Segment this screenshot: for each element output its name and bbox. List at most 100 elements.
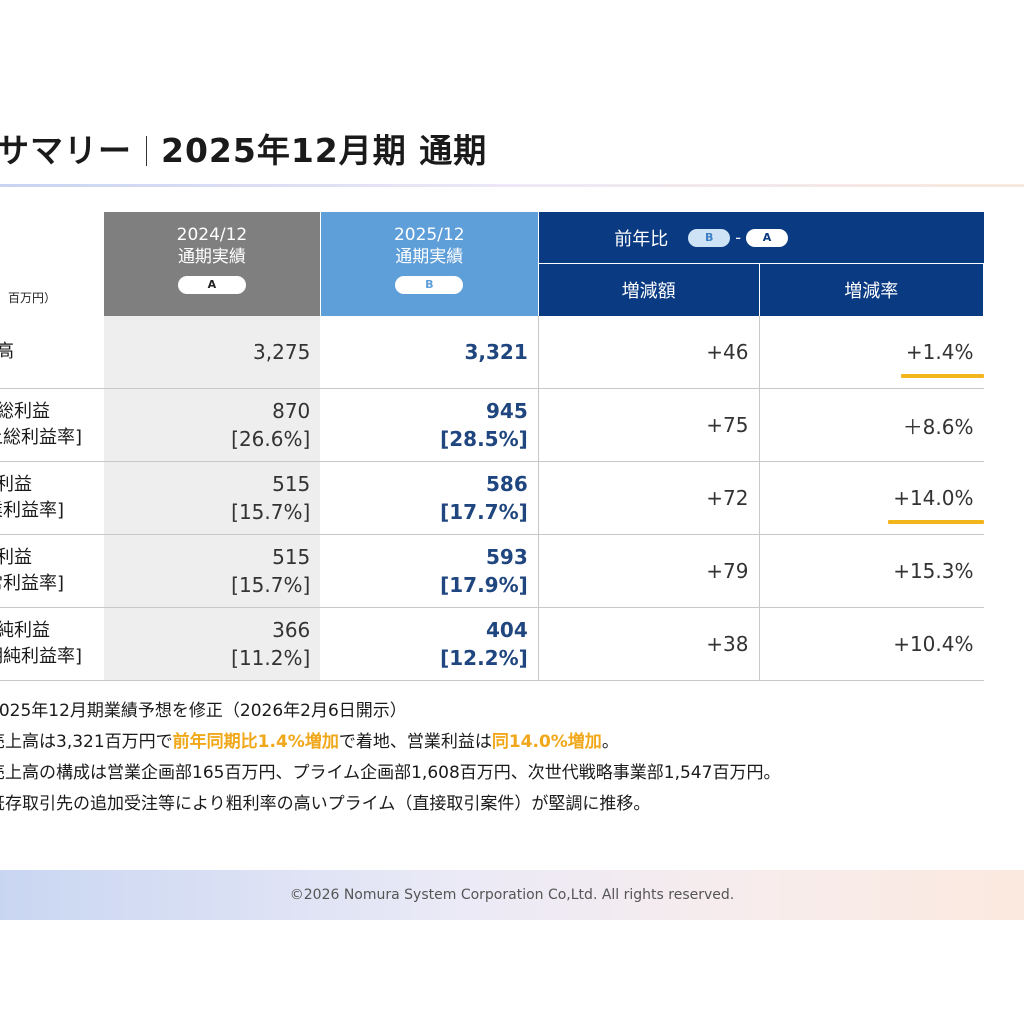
footer: ©2026 Nomura System Corporation Co,Ltd. … xyxy=(0,870,1024,920)
title-underline xyxy=(0,184,1024,187)
page-title-period: 2025年12月期 通期 xyxy=(161,131,488,170)
column-a-tag: A xyxy=(177,276,246,294)
value-a: 870 [26.6%] xyxy=(104,388,321,462)
value-b: 593 [17.9%] xyxy=(320,534,539,608)
value-rate-text: +15.3% xyxy=(893,559,974,583)
row-label-main: 当期純利益 xyxy=(0,620,50,641)
page-title-main: サマリー xyxy=(0,131,132,170)
note-highlight: 同14.0%増加 xyxy=(491,732,602,752)
value-a: 3,275 xyxy=(104,316,321,389)
row-label-main: 営業利益 xyxy=(0,474,32,495)
value-b-sub: [17.9%] xyxy=(440,573,528,597)
value-a-sub: [26.6%] xyxy=(231,427,311,451)
row-label: 売上高 xyxy=(0,316,105,389)
value-a-main: 515 xyxy=(272,472,311,496)
row-label-main: 経常利益 xyxy=(0,547,32,568)
value-rate: +14.0% xyxy=(759,461,984,535)
table-row: 当期純利益[当期純利益率] 366[11.2%] 404[12.2%] +38 … xyxy=(0,607,984,681)
row-label-sub: [営業利益率] xyxy=(0,500,65,521)
unit-label: （単位：百万円） xyxy=(0,291,57,305)
highlight-underline xyxy=(888,520,984,524)
value-b-main: 593 xyxy=(486,545,528,569)
row-label: 売上総利益 [売上総利益率] xyxy=(0,388,105,462)
value-b-sub: [12.2%] xyxy=(440,646,528,670)
value-diff: +75 xyxy=(538,388,760,462)
row-label-main: 売上高 xyxy=(0,341,14,362)
value-a-sub: [15.7%] xyxy=(231,573,311,597)
value-a: 515 [15.7%] xyxy=(104,461,321,535)
copyright-text: ©2026 Nomura System Corporation Co,Ltd. … xyxy=(289,887,735,903)
note-text: で着地、営業利益は xyxy=(338,732,492,752)
table-row: 経常利益 [経常利益率] 515 [15.7%] 593 [17.9%] +79 +1… xyxy=(0,534,984,608)
value-rate-text: +14.0% xyxy=(893,486,974,510)
yoy-tag-b: B xyxy=(688,228,731,247)
row-label-sub: [売上総利益率] xyxy=(0,427,83,448)
note-text: 売上高は3,321百万円で xyxy=(0,732,173,752)
value-b-sub: [28.5%] xyxy=(440,427,528,451)
value-diff: +72 xyxy=(538,461,760,535)
table-row: 売上高 3,275 3,321 +46 +1.4% xyxy=(0,316,984,389)
value-rate: +10.4% xyxy=(759,607,984,681)
yoy-dash: - xyxy=(735,228,742,247)
highlight-underline xyxy=(900,374,984,378)
column-header-b: 2025/12 通期実績 B xyxy=(320,212,539,316)
column-header-a: 2024/12 通期実績 A xyxy=(104,212,321,316)
value-b-main: 945 xyxy=(486,399,528,423)
value-a-main: 870 xyxy=(272,399,311,423)
row-label-sub: [経常利益率] xyxy=(0,573,65,594)
value-a-sub: [15.7%] xyxy=(231,500,311,524)
value-rate: +15.3% xyxy=(759,534,984,608)
value-b: 404 [12.2%] xyxy=(320,607,539,681)
value-b: 586 [17.7%] xyxy=(320,461,539,535)
value-b-main: 586 xyxy=(486,472,528,496)
row-label: 経常利益 [経常利益率] xyxy=(0,534,105,608)
column-a-period: 2024/12 xyxy=(176,225,248,245)
value-diff: +79 xyxy=(538,534,760,608)
yoy-tag-a: A xyxy=(746,228,789,247)
note-line: 2025年12月期業績予想を修正（2026年2月6日開示） xyxy=(0,701,407,721)
table-row: 売上総利益[売上総利益率] 870[26.6%] 945[28.5%] +75 … xyxy=(0,388,984,462)
summary-table: （単位：百万円） 2024/12 通期実績 A 2025/12 通期実績 B 前… xyxy=(0,212,985,681)
page-title: サマリー 2025年12月期 通期 xyxy=(0,124,487,172)
table-subheader-row: 増減額 増減率 xyxy=(0,263,985,316)
value-b: 945 [28.5%] xyxy=(320,388,539,462)
yoy-label: 前年比 xyxy=(614,228,669,250)
table-header-row: （単位：百万円） 2024/12 通期実績 A 2025/12 通期実績 B 前… xyxy=(0,212,984,316)
column-b-period: 2025/12 xyxy=(393,225,465,245)
column-b-tag: B xyxy=(395,276,464,294)
yoy-header: 前年比 B - A xyxy=(538,212,984,264)
column-a-label: 通期実績 xyxy=(177,247,246,267)
row-label: 当期純利益 [当期純利益率] xyxy=(0,607,105,681)
value-rate-text: ＋8.6% xyxy=(902,414,974,439)
value-a-main: 3,275 xyxy=(253,340,311,364)
value-a-main: 515 xyxy=(272,545,311,569)
note-line: 既存取引先の追加受注等により粗利率の高いプライム（直接取引案件）が堅調に推移。 xyxy=(0,794,651,814)
row-label: 営業利益 [営業利益率] xyxy=(0,461,105,535)
value-rate-text: +1.4% xyxy=(905,340,974,364)
value-b-main: 404 xyxy=(486,618,528,642)
note-text: 。 xyxy=(601,732,619,752)
value-b-sub: [17.7%] xyxy=(440,500,528,524)
value-b: 3,321 xyxy=(320,316,539,389)
diff-header: 増減額 xyxy=(538,263,760,316)
value-diff: +38 xyxy=(538,607,760,681)
value-rate: +1.4% xyxy=(759,316,984,389)
note-line: 売上高の構成は営業企画部165百万円、プライム企画部1,608百万円、次世代戦略… xyxy=(0,763,781,783)
value-b-main: 3,321 xyxy=(464,340,528,364)
note-highlight: 前年同期比1.4%増加 xyxy=(172,732,339,752)
rate-header: 増減率 xyxy=(759,263,985,316)
value-diff: +46 xyxy=(538,316,760,389)
value-a-sub: [11.2%] xyxy=(231,646,311,670)
row-label-sub: [当期純利益率] xyxy=(0,646,83,667)
column-b-label: 通期実績 xyxy=(395,247,464,267)
row-label-main: 売上総利益 xyxy=(0,401,50,422)
note-line: 売上高は3,321百万円で前年同期比1.4%増加で着地、営業利益は同14.0%増… xyxy=(0,727,780,758)
unit-header: （単位：百万円） xyxy=(0,212,104,316)
value-rate: ＋8.6% xyxy=(759,388,984,462)
title-divider xyxy=(146,136,147,166)
value-a: 515 [15.7%] xyxy=(104,534,321,608)
summary-notes: 2025年12月期業績予想を修正（2026年2月6日開示） 売上高は3,321百… xyxy=(0,696,780,820)
value-a-main: 366 xyxy=(272,618,311,642)
value-a: 366 [11.2%] xyxy=(104,607,321,681)
table-row: 営業利益 [営業利益率] 515 [15.7%] 586 [17.7%] +72 +1… xyxy=(0,461,984,535)
